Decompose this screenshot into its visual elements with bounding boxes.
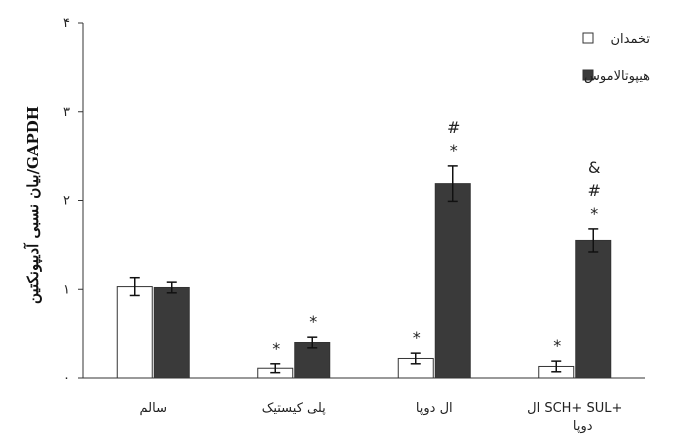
y-tick-label: ۳ xyxy=(63,105,70,120)
legend-swatch xyxy=(582,69,594,81)
significance-marker: & xyxy=(588,158,600,177)
y-axis: ۰ ۱ ۲ ۳ ۴ xyxy=(63,16,84,386)
bar xyxy=(434,183,471,379)
y-tick-label: ۴ xyxy=(63,16,70,31)
significance-marker: # xyxy=(447,118,460,137)
legend-label: تخمدان xyxy=(610,32,650,47)
y-tick-label: ۱ xyxy=(63,282,70,297)
x-category-label: سالم xyxy=(140,401,167,416)
bar xyxy=(153,286,190,379)
x-category-label: ال SCH+ SUL+ xyxy=(527,401,622,416)
significance-marker: * xyxy=(309,312,317,331)
bar xyxy=(575,239,612,379)
legend-swatch xyxy=(582,32,594,44)
x-axis: سالم پلی کیستیک ال دوپا ال SCH+ SUL+ دوپا xyxy=(83,377,645,434)
y-axis-label: بیان نسبی آدیپونکتین/GAPDH xyxy=(23,106,43,304)
y-tick-label: ۲ xyxy=(63,194,70,209)
x-category-label: پلی کیستیک xyxy=(262,401,326,416)
x-category-label: ال دوپا xyxy=(416,401,453,416)
y-tick-label: ۰ xyxy=(63,371,70,386)
x-category-sublabel: دوپا xyxy=(573,419,593,434)
bar xyxy=(116,286,153,379)
significance-marker: * xyxy=(272,339,280,358)
significance-marker: * xyxy=(553,336,561,355)
legend-label: هیپوتالاموس xyxy=(584,69,650,84)
significance-marker: * xyxy=(450,141,458,160)
significance-marker: # xyxy=(588,181,601,200)
bars: * * * * # * * # & xyxy=(116,118,612,379)
legend: تخمدان هیپوتالاموس xyxy=(582,32,650,84)
significance-marker: * xyxy=(590,204,598,223)
significance-marker: * xyxy=(413,328,421,347)
